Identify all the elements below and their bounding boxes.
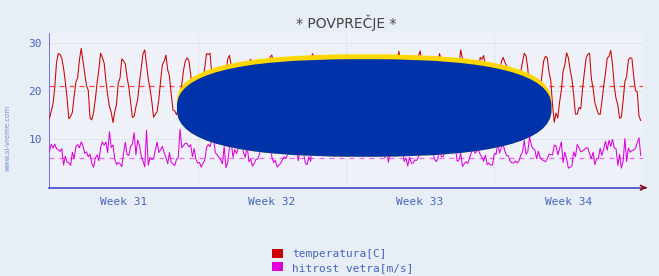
Text: www.si-vreme.com: www.si-vreme.com (5, 105, 11, 171)
Text: www.si-vreme.com: www.si-vreme.com (187, 100, 410, 120)
Title: * POVPREČJE *: * POVPREČJE * (296, 14, 396, 31)
FancyBboxPatch shape (177, 54, 552, 157)
Legend: temperatura[C], hitrost vetra[m/s]: temperatura[C], hitrost vetra[m/s] (269, 245, 416, 276)
FancyBboxPatch shape (177, 59, 552, 157)
